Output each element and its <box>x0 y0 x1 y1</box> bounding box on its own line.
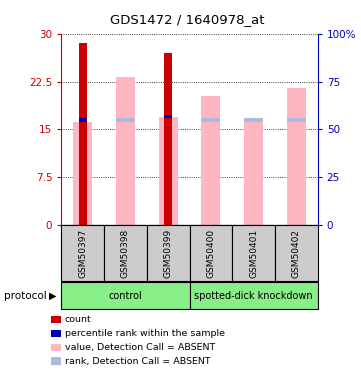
Bar <box>164 53 172 225</box>
Text: protocol: protocol <box>4 291 46 301</box>
Bar <box>147 225 190 281</box>
Bar <box>201 96 221 225</box>
Text: GSM50399: GSM50399 <box>164 228 173 278</box>
Text: control: control <box>109 291 142 301</box>
Bar <box>190 225 232 281</box>
Bar <box>201 118 221 122</box>
Bar <box>79 44 87 225</box>
Text: ▶: ▶ <box>49 291 56 301</box>
Text: spotted-dick knockdown: spotted-dick knockdown <box>194 291 313 301</box>
Bar <box>287 118 306 122</box>
Text: GSM50398: GSM50398 <box>121 228 130 278</box>
Text: count: count <box>65 315 92 324</box>
Text: rank, Detection Call = ABSENT: rank, Detection Call = ABSENT <box>65 357 210 366</box>
Bar <box>116 118 135 122</box>
Text: GSM50397: GSM50397 <box>78 228 87 278</box>
Bar <box>104 225 147 281</box>
Bar <box>61 282 190 309</box>
Text: value, Detection Call = ABSENT: value, Detection Call = ABSENT <box>65 343 215 352</box>
Text: GSM50402: GSM50402 <box>292 229 301 278</box>
Bar <box>244 118 263 122</box>
Bar <box>116 77 135 225</box>
Bar <box>244 122 263 225</box>
Bar <box>73 122 92 225</box>
Bar <box>232 225 275 281</box>
Bar <box>275 225 318 281</box>
Text: GDS1472 / 1640978_at: GDS1472 / 1640978_at <box>110 13 265 26</box>
Text: GSM50401: GSM50401 <box>249 228 258 278</box>
Text: GSM50400: GSM50400 <box>206 228 216 278</box>
Bar <box>287 88 306 225</box>
Text: percentile rank within the sample: percentile rank within the sample <box>65 329 225 338</box>
Bar <box>79 118 87 122</box>
Bar <box>190 282 318 309</box>
Bar <box>164 115 172 118</box>
Bar <box>61 225 104 281</box>
Bar <box>158 117 178 225</box>
